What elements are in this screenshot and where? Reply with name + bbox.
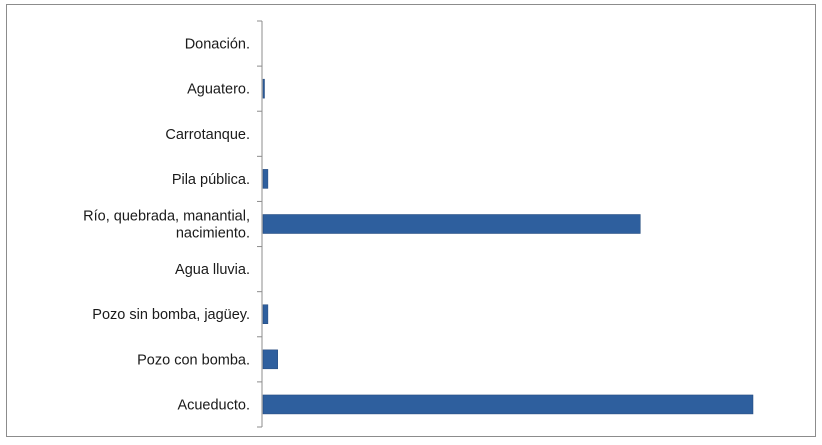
bar [262, 349, 278, 370]
bar [262, 214, 641, 234]
category-label: Pozo sin bomba, jagüey. [92, 307, 250, 323]
bar [262, 169, 269, 189]
bar [262, 304, 269, 324]
category-label: Acueducto. [177, 397, 250, 413]
category-label: Pila pública. [172, 172, 250, 188]
category-label: Pozo con bomba. [137, 352, 250, 368]
category-label: Carrotanque. [165, 127, 250, 143]
category-label: Agua lluvia. [175, 262, 250, 278]
bar [262, 394, 754, 415]
category-label: Río, quebrada, manantial, nacimiento. [83, 209, 250, 242]
category-label: Donación. [185, 37, 250, 53]
category-label: Aguatero. [187, 82, 250, 98]
bar [262, 78, 265, 99]
